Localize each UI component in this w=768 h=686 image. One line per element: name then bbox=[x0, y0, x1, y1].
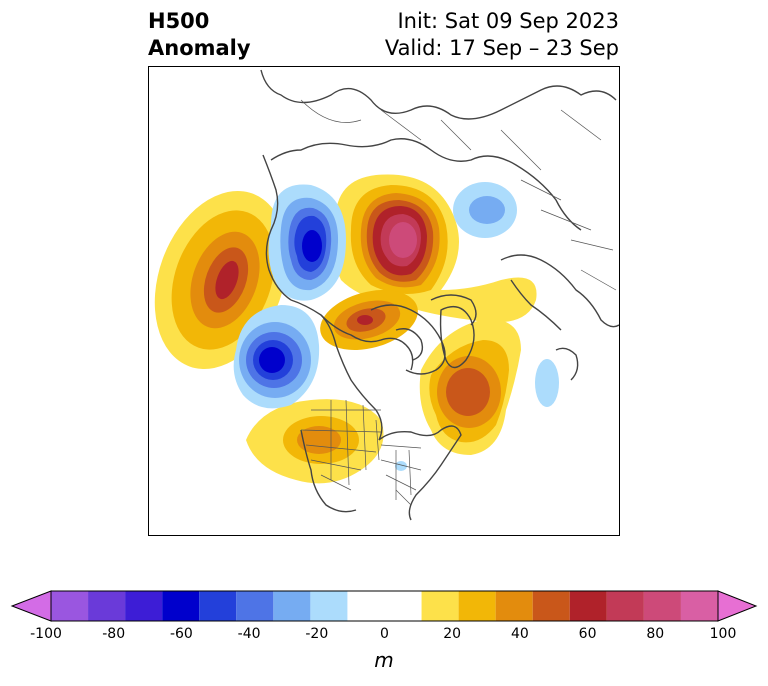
colorbar-unit: m bbox=[374, 648, 394, 672]
colorbar-segment bbox=[643, 591, 681, 621]
colorbar-segment bbox=[458, 591, 496, 621]
colorbar-outline bbox=[50, 590, 719, 622]
colorbar-extend-high bbox=[717, 590, 758, 622]
colorbar-segment bbox=[569, 591, 607, 621]
init-time: Init: Sat 09 Sep 2023 bbox=[397, 9, 619, 33]
colorbar-segment bbox=[532, 591, 570, 621]
colorbar-tick-label: 80 bbox=[646, 626, 665, 642]
valid-period: Valid: 17 Sep – 23 Sep bbox=[384, 36, 619, 60]
colorbar-extend-low bbox=[10, 590, 52, 622]
colorbar-segment bbox=[51, 591, 89, 621]
trough-northern-europe bbox=[453, 182, 517, 238]
colorbar-segment bbox=[680, 591, 718, 621]
colorbar-segment bbox=[310, 591, 348, 621]
colorbar-segment bbox=[125, 591, 163, 621]
colorbar bbox=[10, 590, 758, 622]
colorbar-tick-label: -60 bbox=[169, 626, 193, 642]
colorbar-segment bbox=[273, 591, 311, 621]
field-title: H500 bbox=[148, 9, 210, 33]
colorbar-segment bbox=[88, 591, 126, 621]
colorbar-tick-label: -20 bbox=[305, 626, 329, 642]
ridge-arctic bbox=[334, 174, 537, 323]
colorbar-tick-label: -40 bbox=[237, 626, 261, 642]
colorbar-segments bbox=[10, 590, 758, 622]
colorbar-segment bbox=[347, 591, 422, 621]
colorbar-tick-label: -80 bbox=[102, 626, 126, 642]
ridge-north-pacific bbox=[154, 190, 288, 370]
colorbar-tick-label: 0 bbox=[380, 626, 389, 642]
map-canvas bbox=[154, 69, 619, 521]
colorbar-tick-label: 20 bbox=[443, 626, 462, 642]
colorbar-tick-label: 100 bbox=[709, 626, 737, 642]
colorbar-segment bbox=[162, 591, 200, 621]
colorbar-tick-label: 60 bbox=[578, 626, 597, 642]
trough-east-siberia bbox=[268, 184, 346, 301]
colorbar-segment bbox=[236, 591, 274, 621]
colorbar-tick-label: 40 bbox=[510, 626, 529, 642]
colorbar-segment bbox=[199, 591, 237, 621]
anomaly-map bbox=[148, 66, 620, 536]
ridge-southwest-us bbox=[246, 399, 384, 484]
field-subtitle: Anomaly bbox=[148, 36, 251, 60]
colorbar-segment bbox=[495, 591, 533, 621]
title-right: Init: Sat 09 Sep 2023 Valid: 17 Sep – 23… bbox=[385, 8, 619, 62]
trough-northeast-pacific bbox=[233, 305, 320, 409]
colorbar-segment bbox=[606, 591, 644, 621]
colorbar-tick-label: -100 bbox=[30, 626, 62, 642]
colorbar-segment bbox=[421, 591, 459, 621]
anomaly-contours bbox=[154, 174, 559, 484]
borders bbox=[300, 99, 617, 506]
trough-eastern-atlantic bbox=[535, 359, 559, 407]
title-left: H500 Anomaly bbox=[148, 8, 251, 62]
